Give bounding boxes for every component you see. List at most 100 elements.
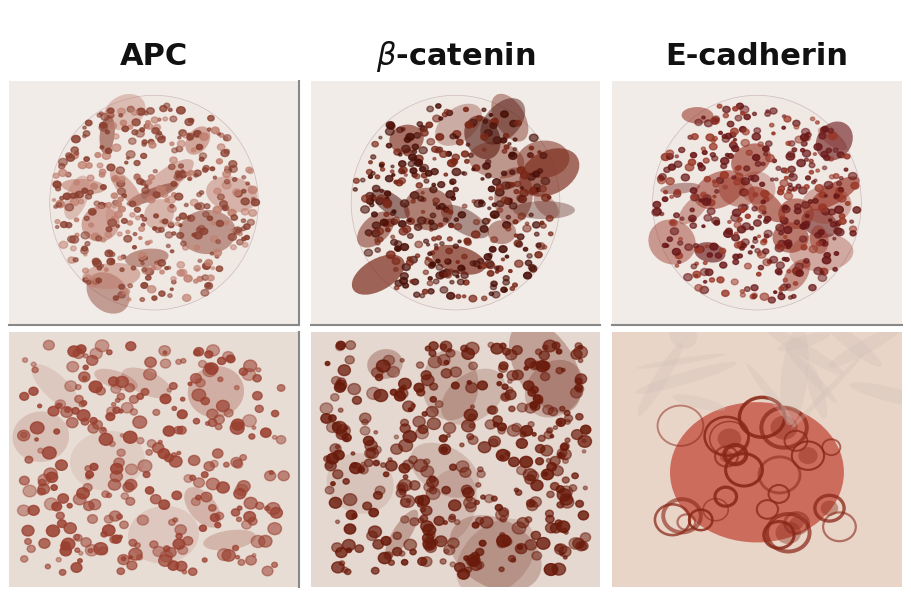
Circle shape [385,176,393,181]
Circle shape [555,544,567,554]
Circle shape [174,173,182,180]
Circle shape [456,275,459,278]
Circle shape [691,152,697,158]
Circle shape [210,252,213,255]
Circle shape [71,563,82,572]
Circle shape [173,518,178,522]
Circle shape [493,416,502,424]
Circle shape [509,152,515,157]
Circle shape [120,268,124,272]
Circle shape [503,348,510,355]
Circle shape [189,119,194,123]
Circle shape [444,521,447,524]
Circle shape [744,287,750,291]
Circle shape [667,237,672,241]
Circle shape [157,186,163,192]
Circle shape [231,509,240,516]
Circle shape [557,521,569,533]
Circle shape [658,177,665,184]
Circle shape [834,148,838,152]
Circle shape [435,247,438,250]
Circle shape [441,369,452,378]
Circle shape [414,460,427,471]
Ellipse shape [441,369,506,425]
Circle shape [17,431,30,441]
Circle shape [491,281,497,286]
Circle shape [552,342,560,349]
Circle shape [118,292,126,298]
Circle shape [65,407,70,412]
Circle shape [535,232,539,236]
Circle shape [65,381,77,391]
Circle shape [416,183,423,188]
Circle shape [134,174,140,179]
Circle shape [662,197,668,202]
Circle shape [99,122,107,128]
Circle shape [87,475,91,479]
Circle shape [763,152,768,156]
Circle shape [180,359,186,363]
Circle shape [207,345,220,356]
Circle shape [77,345,86,353]
Circle shape [829,133,837,139]
Circle shape [372,368,383,378]
Circle shape [425,171,432,176]
Circle shape [424,483,435,492]
Circle shape [528,422,534,427]
Circle shape [17,505,30,516]
Circle shape [25,538,31,544]
Circle shape [723,230,732,237]
Circle shape [710,278,714,282]
Ellipse shape [385,509,418,558]
Circle shape [488,186,495,192]
Circle shape [125,479,137,490]
Circle shape [215,522,220,528]
Circle shape [678,261,681,263]
Circle shape [118,256,123,260]
Ellipse shape [649,219,696,264]
Circle shape [110,535,118,543]
Circle shape [528,389,536,396]
Circle shape [336,343,344,350]
Circle shape [432,540,437,544]
Circle shape [86,120,92,126]
Circle shape [819,205,826,212]
Circle shape [352,514,357,518]
Circle shape [814,179,817,182]
Circle shape [332,543,343,552]
Circle shape [99,547,107,554]
Circle shape [167,244,170,247]
Circle shape [177,270,185,276]
Circle shape [401,499,410,507]
Circle shape [158,136,165,143]
Circle shape [82,246,87,251]
Circle shape [421,466,434,477]
Circle shape [169,221,173,225]
Circle shape [234,385,239,390]
Circle shape [834,206,844,213]
Circle shape [399,439,413,452]
Circle shape [770,108,777,114]
Circle shape [771,178,774,181]
Circle shape [670,221,675,224]
Circle shape [394,286,399,290]
Circle shape [223,171,230,177]
Circle shape [385,197,389,201]
Circle shape [436,206,440,209]
Circle shape [445,209,449,213]
Circle shape [716,177,723,183]
Circle shape [366,170,373,174]
Circle shape [429,350,435,356]
Circle shape [331,394,339,401]
Circle shape [505,289,507,291]
Circle shape [118,197,123,202]
Circle shape [767,260,772,263]
Circle shape [430,213,435,218]
Circle shape [222,205,229,211]
Circle shape [430,397,436,402]
Circle shape [520,457,533,467]
Circle shape [412,158,415,161]
Circle shape [536,243,541,247]
Circle shape [100,185,107,190]
Circle shape [463,204,466,208]
